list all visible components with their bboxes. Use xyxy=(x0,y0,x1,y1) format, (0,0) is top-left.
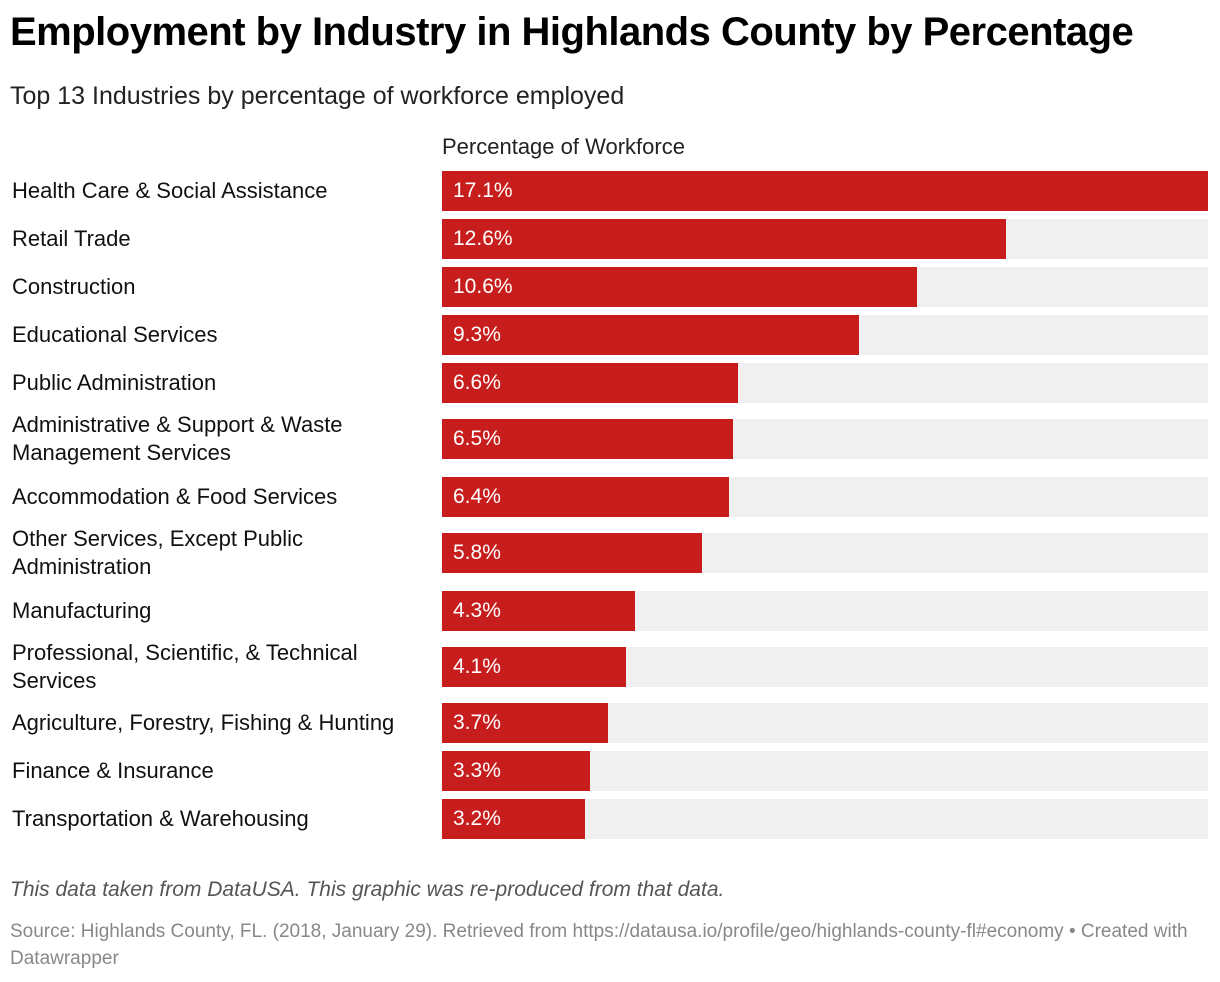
category-label: Professional, Scientific, & Technical Se… xyxy=(12,640,358,693)
bar-track: 4.1% xyxy=(442,647,1208,687)
bar-track: 3.3% xyxy=(442,751,1208,791)
value-label: 3.2% xyxy=(453,807,501,830)
bar xyxy=(442,363,738,403)
chart-row: Educational Services 9.3% xyxy=(0,315,1220,355)
value-label: 4.1% xyxy=(453,655,501,678)
bar xyxy=(442,799,585,839)
chart-row: Finance & Insurance 3.3% xyxy=(0,751,1220,791)
bar-track: 17.1% xyxy=(442,171,1208,211)
value-label: 12.6% xyxy=(453,227,513,250)
bar-track: 3.7% xyxy=(442,703,1208,743)
category-label: Accommodation & Food Services xyxy=(12,484,338,509)
chart-row: Health Care & Social Assistance 17.1% xyxy=(0,171,1220,211)
category-label: Construction xyxy=(12,274,136,299)
chart-row: Transportation & Warehousing 3.2% xyxy=(0,799,1220,839)
value-label: 5.8% xyxy=(453,541,501,564)
bar-track: 6.4% xyxy=(442,477,1208,517)
bar xyxy=(442,171,1208,211)
chart-row: Agriculture, Forestry, Fishing & Hunting… xyxy=(0,703,1220,743)
bar xyxy=(442,477,729,517)
chart-row: Administrative & Support & Waste Managem… xyxy=(0,412,1220,465)
bar-track: 12.6% xyxy=(442,219,1208,259)
category-label: Administrative & Support & Waste Managem… xyxy=(12,412,343,465)
category-label: Public Administration xyxy=(12,370,217,395)
category-label: Other Services, Except Public Administra… xyxy=(12,526,304,579)
value-label: 4.3% xyxy=(453,599,501,622)
bar-track: 10.6% xyxy=(442,267,1208,307)
category-label: Agriculture, Forestry, Fishing & Hunting xyxy=(12,710,395,735)
chart-subtitle: Top 13 Industries by percentage of workf… xyxy=(10,82,625,110)
chart-row: Accommodation & Food Services 6.4% xyxy=(0,477,1220,517)
bar-track: 3.2% xyxy=(442,799,1208,839)
value-label: 9.3% xyxy=(453,323,501,346)
bar-track: 9.3% xyxy=(442,315,1208,355)
value-label: 6.5% xyxy=(453,427,501,450)
bar-track: 4.3% xyxy=(442,591,1208,631)
chart-row: Other Services, Except Public Administra… xyxy=(0,526,1220,579)
chart-row: Manufacturing 4.3% xyxy=(0,591,1220,631)
footer-source: Source: Highlands County, FL. (2018, Jan… xyxy=(10,921,1188,969)
bar xyxy=(442,703,608,743)
category-label: Transportation & Warehousing xyxy=(12,806,309,831)
bar-track: 6.6% xyxy=(442,363,1208,403)
value-label: 6.6% xyxy=(453,371,501,394)
bar xyxy=(442,647,626,687)
bar xyxy=(442,533,702,573)
column-header: Percentage of Workforce xyxy=(442,134,685,159)
bar xyxy=(442,315,859,355)
bar xyxy=(442,419,733,459)
chart-row: Retail Trade 12.6% xyxy=(0,219,1220,259)
category-label: Manufacturing xyxy=(12,598,152,623)
chart-row: Construction 10.6% xyxy=(0,267,1220,307)
bar-track: 6.5% xyxy=(442,419,1208,459)
bar xyxy=(442,267,917,307)
category-label: Retail Trade xyxy=(12,226,131,251)
category-label: Educational Services xyxy=(12,322,218,347)
bar xyxy=(442,219,1006,259)
value-label: 3.7% xyxy=(453,711,501,734)
chart-row: Public Administration 6.6% xyxy=(0,363,1220,403)
value-label: 3.3% xyxy=(453,759,501,782)
footer-note: This data taken from DataUSA. This graph… xyxy=(10,878,725,901)
bar-track: 5.8% xyxy=(442,533,1208,573)
category-label: Health Care & Social Assistance xyxy=(12,178,328,203)
value-label: 10.6% xyxy=(453,275,513,298)
value-label: 17.1% xyxy=(453,179,513,202)
bar xyxy=(442,591,635,631)
chart-row: Professional, Scientific, & Technical Se… xyxy=(0,640,1220,693)
value-label: 6.4% xyxy=(453,485,501,508)
category-label: Finance & Insurance xyxy=(12,758,214,783)
chart-title: Employment by Industry in Highlands Coun… xyxy=(10,10,1134,54)
bar xyxy=(442,751,590,791)
